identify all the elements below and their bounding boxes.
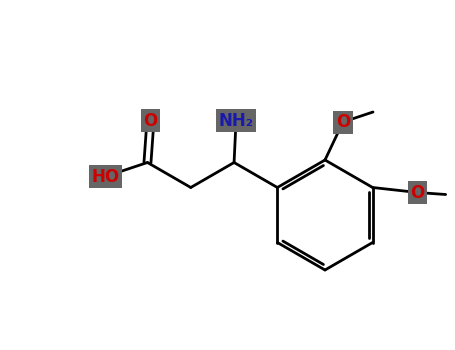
Text: NH₂: NH₂	[218, 112, 253, 130]
Text: O: O	[143, 112, 157, 130]
Text: HO: HO	[91, 168, 120, 186]
Text: O: O	[336, 113, 350, 131]
Text: O: O	[410, 183, 425, 202]
